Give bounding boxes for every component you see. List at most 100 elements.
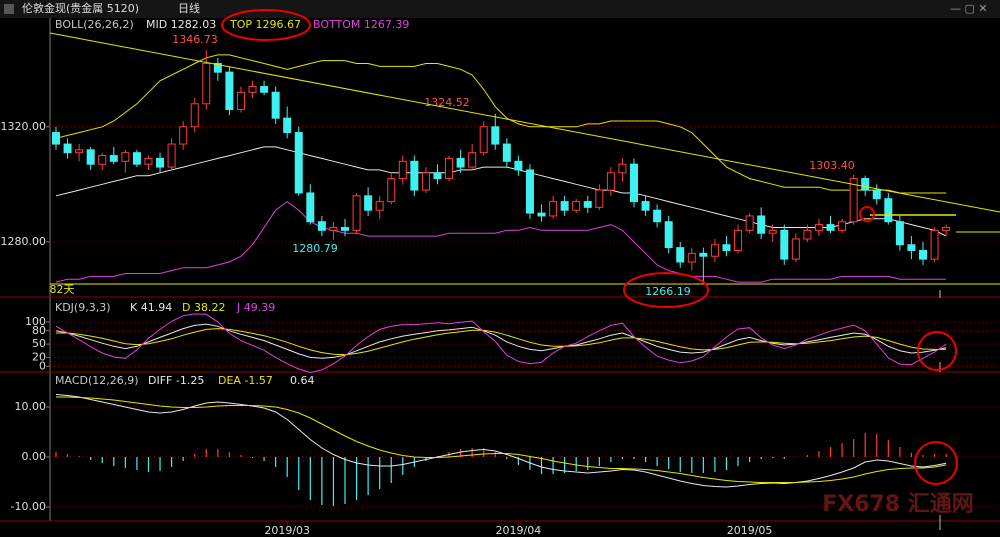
candle-body [479,126,488,154]
y-tick-label: 20 [32,350,46,363]
candle-body [664,221,673,249]
candle-body [132,152,141,165]
candle-body [387,178,396,203]
candle-body [109,155,118,162]
y-tick-label: 0.00 [22,450,47,463]
y-tick-label: 80 [32,324,46,337]
candle-body [86,149,95,165]
indicator-line [55,200,947,283]
candle-body [722,244,731,251]
candle-body [595,189,604,208]
candle-body [341,226,349,231]
candle-body [514,160,523,171]
candle-body [768,229,777,234]
candle-body [942,226,951,231]
candle-body [468,152,477,168]
trend-line [49,32,1000,213]
legend-item: K 41.94 [130,301,172,314]
highlight-circle [221,9,311,41]
candle-body [433,172,442,180]
candle-body [52,132,60,145]
candle-body [225,71,234,111]
candle-body [549,201,558,217]
candle-body [791,238,800,260]
indicator-line [55,54,947,194]
plot-area: BOLL(26,26,2) MID 1282.03 TOP 1296.67 BOTTO… [1,18,1000,537]
candle-body [803,229,812,240]
legend-item: BOTTOM 1267.39 [313,18,409,31]
legend-item: BOLL(26,26,2) [55,18,134,31]
price-annotation: 82天 [50,283,75,296]
candle-body [849,178,858,223]
price-annotation: 1324.52 [424,96,470,109]
y-tick-label: 0 [39,359,46,372]
candle-body [537,212,546,217]
candle-body [271,91,280,119]
candle-body [676,247,685,263]
legend-item: D 38.22 [182,301,225,314]
candle-body [352,195,361,231]
indicator-line [56,328,947,356]
candle-body [213,63,222,73]
y-tick-label: 1320.00 [1,120,47,133]
legend-item: MACD(12,26,9) [55,374,139,387]
candle-body [167,143,176,168]
y-tick-label: 100 [25,315,46,328]
y-tick-label: 10.00 [15,400,47,413]
candle-body [560,201,569,211]
highlight-circle [859,206,875,222]
candle-body [572,201,581,211]
candle-body [375,201,384,211]
candle-body [364,195,373,211]
candle-body [190,103,199,128]
candle-body [121,152,130,162]
candle-body [179,126,188,145]
candle-body [421,172,430,191]
highlight-circle [914,441,958,485]
title-bar [0,0,1000,18]
candle-body [248,86,257,93]
y-tick-label: -10.00 [11,500,46,513]
candle-body [780,229,789,260]
candle-body [317,221,326,231]
legend-item: KDJ(9,3,3) [55,301,111,314]
candle-body [826,224,835,231]
candle-body [144,157,153,165]
candle-body [75,149,84,154]
indicator-line [56,396,947,483]
candle-body [814,224,823,231]
menu-icon[interactable] [4,4,14,14]
period[interactable]: 日线 [178,1,200,15]
y-tick-label: 1280.00 [1,235,47,248]
candle-body [525,169,534,214]
x-tick-label: 2019/05 [727,524,773,537]
candle-body [884,198,893,223]
candle-body [838,221,847,231]
candle-body [306,192,315,223]
candle-body [861,178,870,191]
y-tick-label: 50 [32,337,46,350]
highlight-circle [623,272,709,308]
x-tick-label: 2019/03 [264,524,310,537]
candle-body [63,143,72,154]
candle-body [606,172,615,191]
drawings [49,9,1000,530]
indicator-line [55,313,947,374]
window-controls[interactable]: — ▢ ✕ [950,2,988,15]
legend-item: J 49.39 [236,301,275,314]
candle-body [329,226,338,231]
candle-body [98,155,107,165]
highlight-circle [917,331,957,371]
candle-body [410,160,419,191]
candle-body [491,126,500,145]
x-tick-label: 2019/04 [496,524,542,537]
candle-body [630,163,638,203]
legend-item: DIFF -1.25 [148,374,204,387]
candle-body [236,91,245,111]
candle-body [583,201,592,208]
legend-item: TOP 1296.67 [229,18,301,31]
price-annotation: 1266.19 [645,285,691,298]
price-annotation: 1303.40 [809,159,855,172]
candle-body [445,157,454,180]
